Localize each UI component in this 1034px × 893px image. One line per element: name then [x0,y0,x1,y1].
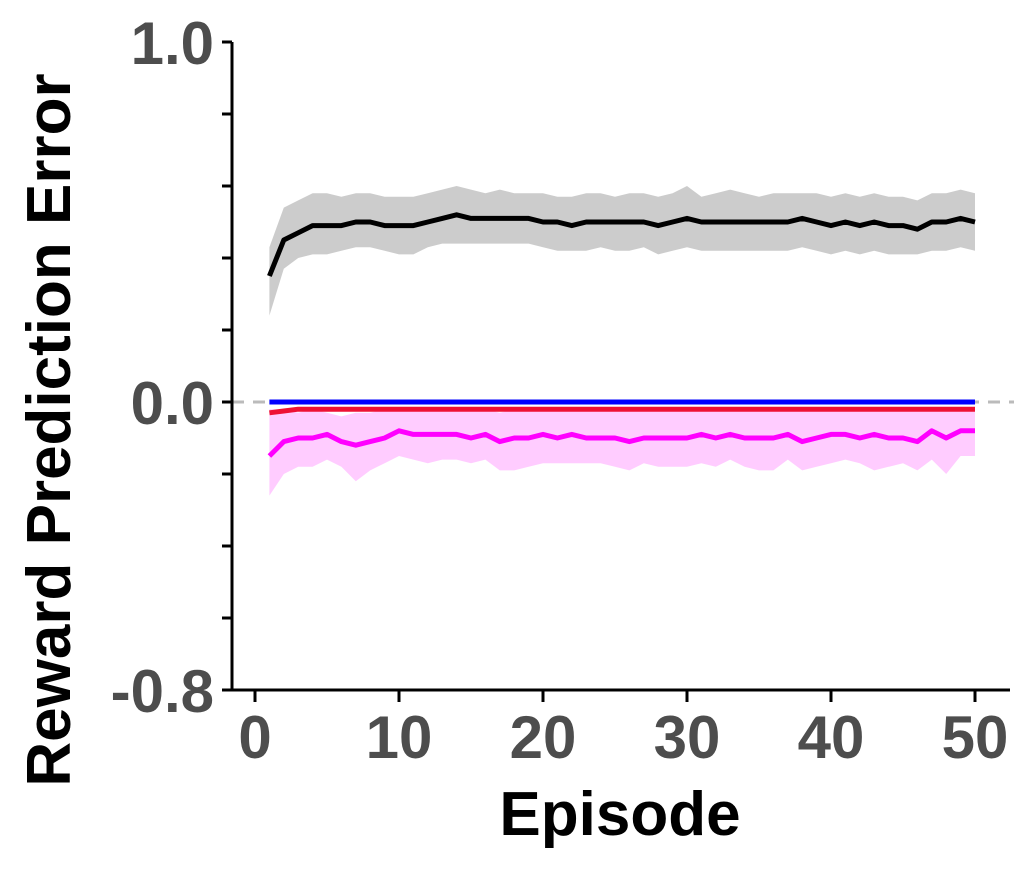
x-tick-label: 40 [798,704,865,771]
x-axis-ticks: 0 10 20 30 40 50 [238,690,1008,771]
x-axis-title: Episode [499,780,740,849]
series-4-band [269,409,975,496]
series-1-line [267,212,976,277]
y-tick-label: 1.0 [131,10,214,77]
y-tick-label: -0.8 [111,658,214,725]
series-3-line [269,406,975,416]
x-tick-label: 0 [238,704,271,771]
x-tick-label: 50 [942,704,1009,771]
confidence-bands [269,186,975,496]
series-lines [267,212,976,458]
series-4-line [267,428,975,458]
y-axis-ticks: -0.8 0.0 1.0 [111,10,232,725]
y-axis-title: Reward Prediction Error [15,73,84,786]
axes [230,42,1010,692]
x-tick-label: 20 [510,704,577,771]
x-tick-label: 10 [366,704,433,771]
y-tick-label: 0.0 [131,370,214,437]
series-1-band [269,186,975,316]
x-tick-label: 30 [654,704,721,771]
